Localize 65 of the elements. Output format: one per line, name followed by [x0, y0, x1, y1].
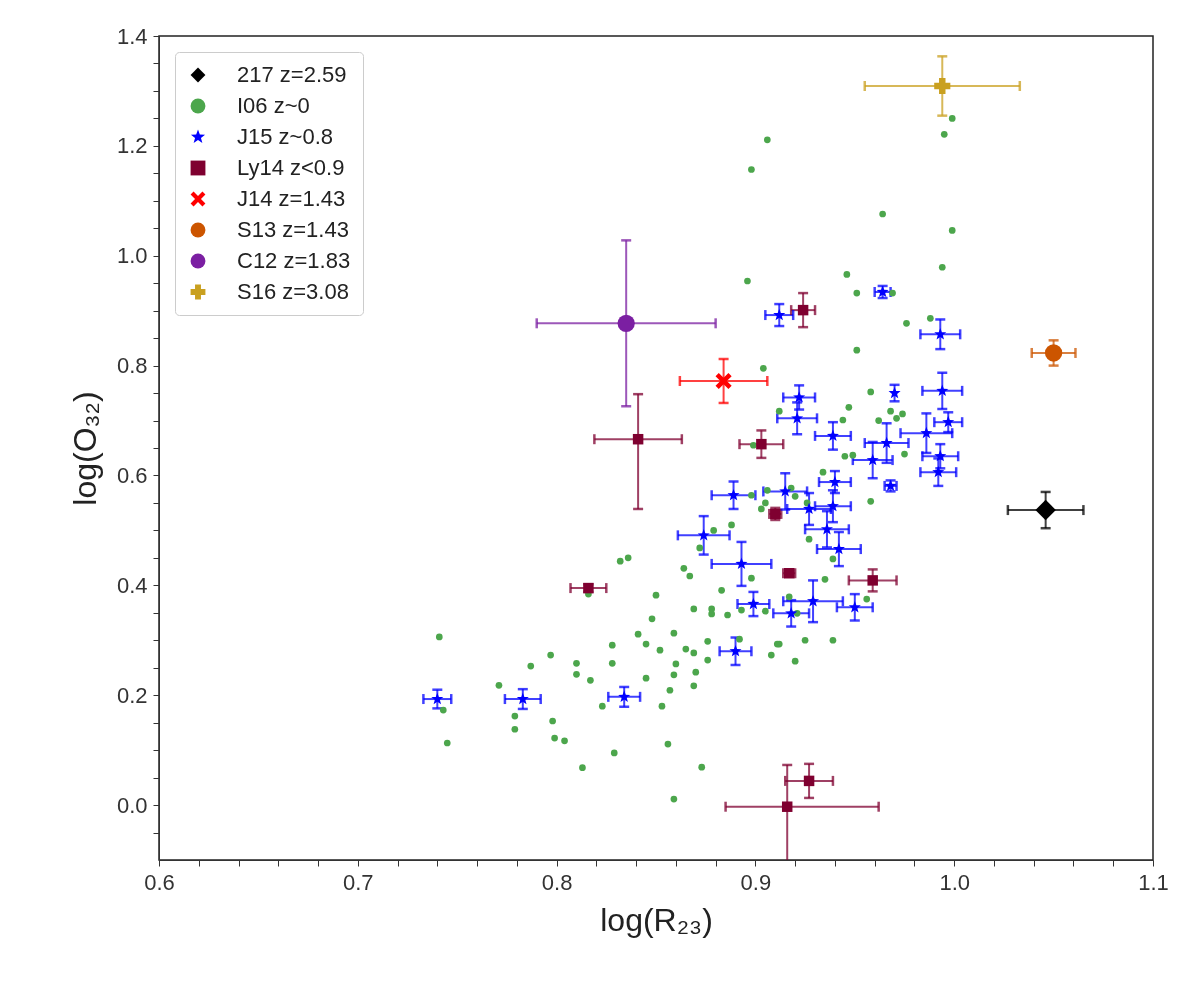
y-tick-label: 0.4	[116, 572, 148, 598]
point	[1044, 344, 1063, 362]
legend-label: 217 z=2.59	[237, 62, 347, 87]
point	[617, 314, 635, 332]
point	[727, 488, 740, 501]
legend-label: S13 z=1.43	[237, 217, 349, 242]
x-tick-label: 0.8	[541, 869, 573, 895]
point	[791, 412, 804, 424]
point	[826, 499, 839, 512]
point	[715, 372, 732, 390]
point	[848, 600, 861, 613]
point	[618, 690, 631, 702]
x-tick-label: 0.6	[144, 869, 175, 895]
y-tick-label: 0.2	[116, 682, 148, 708]
point	[803, 502, 816, 515]
point	[867, 575, 878, 586]
point	[431, 692, 444, 705]
point	[828, 475, 841, 488]
point	[880, 436, 893, 449]
point	[735, 557, 748, 570]
legend-label: Ly14 z<0.9	[237, 155, 345, 180]
legend-label: I06 z~0	[237, 93, 310, 118]
x-tick-label: 0.9	[740, 869, 772, 895]
x-tick-label: 0.7	[343, 869, 374, 895]
x-axis-title: log(R₂₃)	[600, 901, 713, 938]
y-axis-title: log(O₃₂)	[66, 391, 103, 506]
y-tick-label: 1.2	[116, 133, 148, 159]
legend-label: J14 z=1.43	[237, 186, 346, 211]
point	[888, 386, 901, 399]
point	[942, 415, 955, 428]
y-tick-label: 0.6	[116, 462, 148, 488]
y-tick-label: 0.8	[116, 353, 148, 379]
point	[697, 529, 710, 541]
point	[866, 453, 879, 466]
point	[773, 308, 786, 321]
point	[632, 433, 644, 445]
x-tick-label: 1.0	[939, 869, 970, 895]
point	[1035, 499, 1056, 521]
point	[779, 485, 792, 497]
point	[934, 327, 947, 340]
point	[826, 429, 839, 442]
point	[936, 384, 949, 396]
y-tick-label: 1.0	[116, 243, 148, 269]
point	[807, 594, 820, 607]
point	[516, 692, 529, 705]
point	[934, 449, 947, 462]
point	[832, 542, 845, 555]
y-tick-label: 1.4	[116, 23, 148, 49]
legend-label: C12 z=1.83	[237, 248, 351, 273]
point	[781, 801, 793, 812]
point	[803, 775, 815, 787]
x-tick-label: 1.1	[1138, 869, 1169, 895]
point	[756, 438, 767, 450]
point	[729, 644, 742, 657]
legend-label: S16 z=3.08	[237, 279, 349, 304]
point	[747, 597, 760, 610]
point	[797, 304, 809, 316]
point	[932, 465, 945, 478]
y-tick-label: 0.0	[116, 792, 148, 818]
point	[920, 426, 933, 439]
legend-label: J15 z~0.8	[237, 124, 334, 149]
point	[793, 391, 806, 403]
point	[785, 607, 798, 619]
point	[820, 522, 833, 535]
point	[934, 77, 951, 95]
